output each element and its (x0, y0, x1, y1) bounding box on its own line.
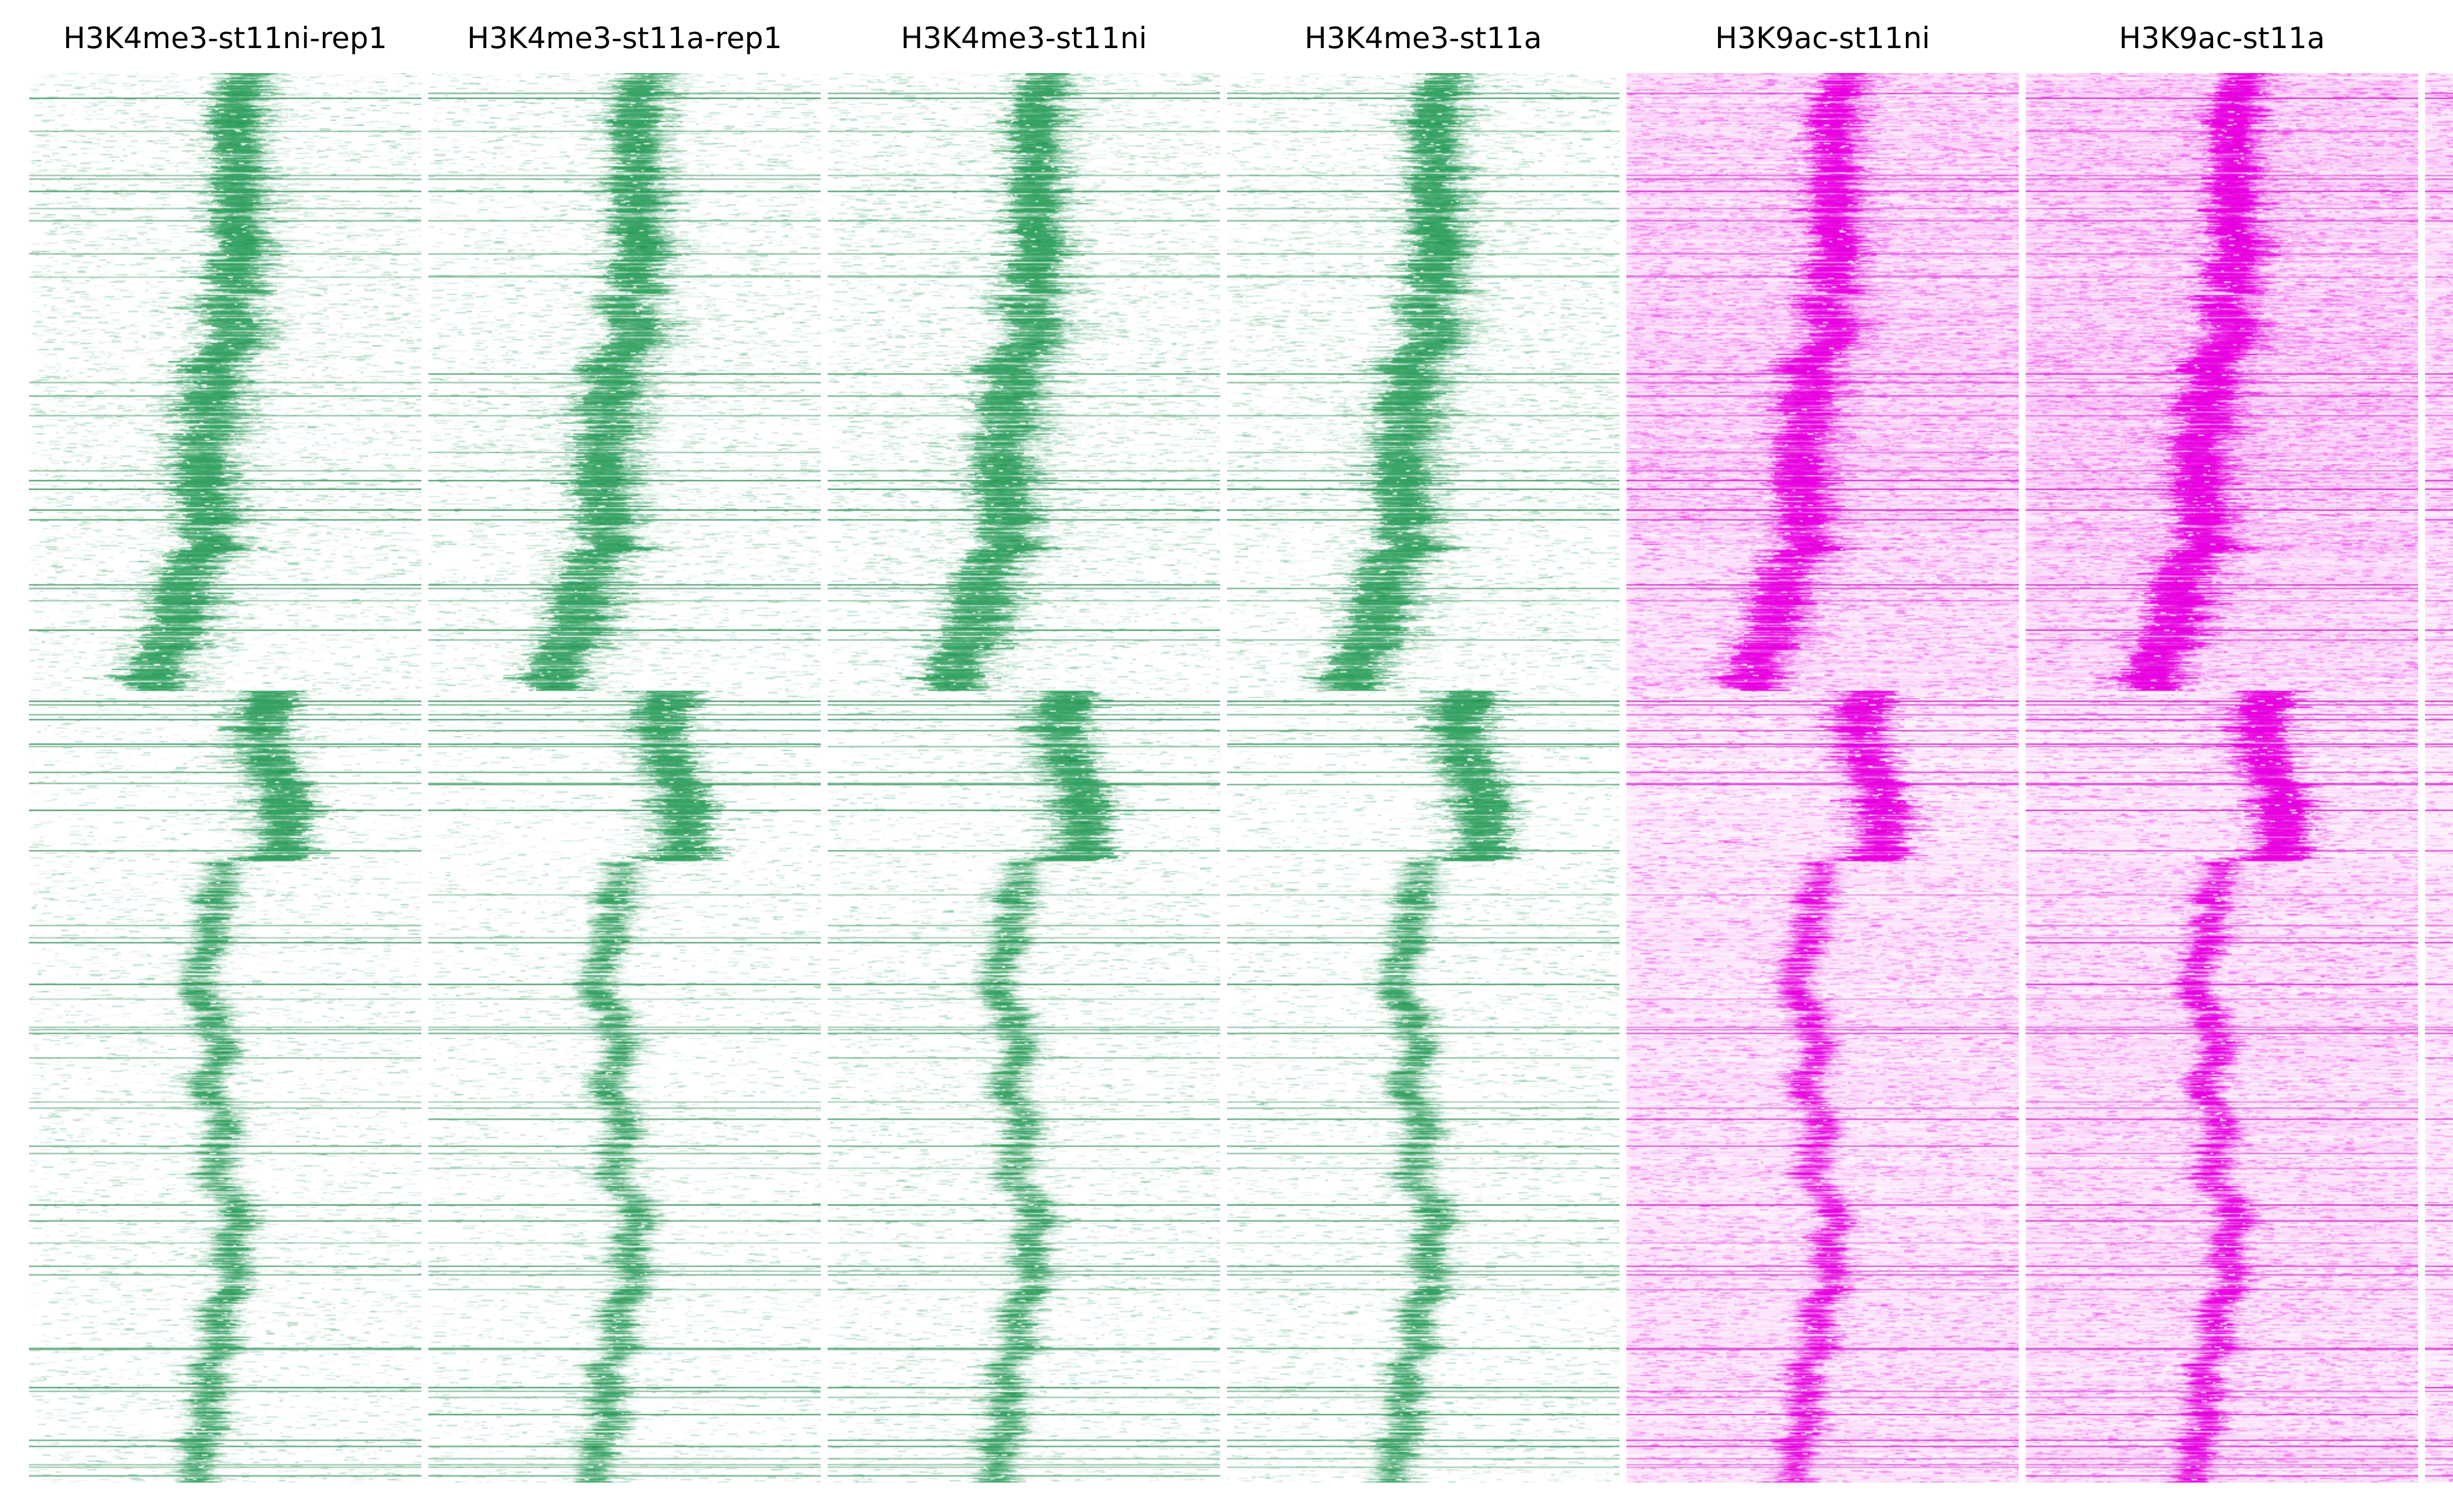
heatmap-canvas (828, 73, 1220, 1483)
heatmap-column-7: H3K9ac_st11ni (2425, 0, 2453, 1512)
heatmap-canvas (2425, 73, 2453, 1483)
heatmap-column-6: H3K9ac-st11a (2026, 0, 2418, 1512)
heatmap-column-5: H3K9ac-st11ni (1626, 0, 2019, 1512)
column-title: H3K4me3-st11ni-rep1 (63, 21, 387, 55)
column-title: H3K9ac-st11a (2118, 21, 2325, 55)
heatmap-column-1: H3K4me3-st11ni-rep1 (29, 0, 421, 1512)
heatmap-column-4: H3K4me3-st11a (1227, 0, 1619, 1512)
heatmap-column-2: H3K4me3-st11a-rep1 (428, 0, 821, 1512)
column-title: H3K9ac-st11ni (1715, 21, 1931, 55)
column-title: H3K4me3-st11a (1305, 21, 1542, 55)
heatmap-canvas (1227, 73, 1619, 1483)
heatmap-column-3: H3K4me3-st11ni (828, 0, 1220, 1512)
column-title: H3K4me3-st11a-rep1 (467, 21, 783, 55)
heatmap-canvas (29, 73, 421, 1483)
heatmap-canvas (2026, 73, 2418, 1483)
heatmap-canvas (428, 73, 821, 1483)
heatmap-canvas (1626, 73, 2019, 1483)
column-title: H3K9ac_st11ni (2425, 21, 2453, 56)
column-title: H3K4me3-st11ni (901, 21, 1147, 55)
